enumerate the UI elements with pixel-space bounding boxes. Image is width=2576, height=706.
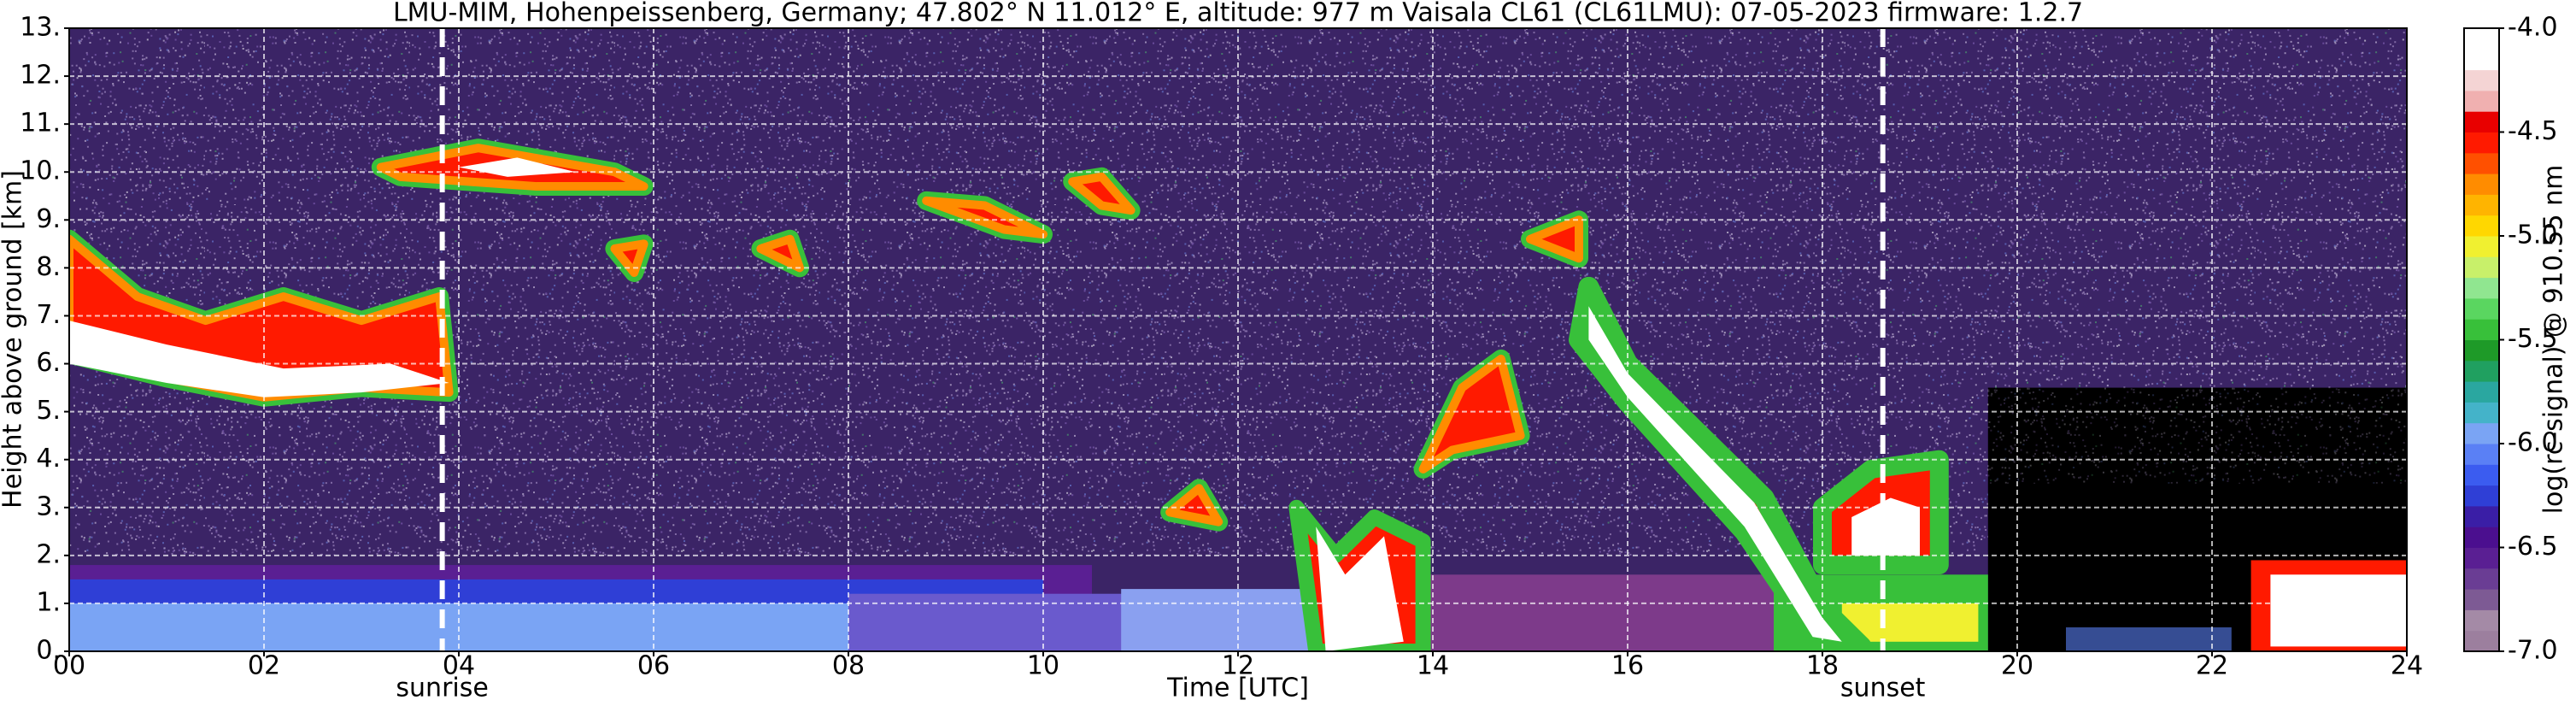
residual <box>2270 574 2407 647</box>
colorbar-label: log(rc-signal) @ 910.55 nm <box>2539 165 2569 515</box>
colorbar-segment <box>2464 49 2499 71</box>
noise-fade <box>1987 387 2407 484</box>
colorbar-segment <box>2464 547 2499 569</box>
y-tick-label: 2. <box>36 539 61 569</box>
colorbar-segment <box>2464 568 2499 590</box>
x-tick-label: 16 <box>1611 651 1644 681</box>
colorbar-segment <box>2464 444 2499 465</box>
annotation-label: sunrise <box>396 674 488 703</box>
cloud-halo <box>1569 276 1872 651</box>
y-tick-label: 12. <box>20 61 61 91</box>
axes: 00 02 04 06 08 10 12 14 16 18 20 22 24 0. 1. 2. 3. 4. 5. 6.… <box>20 13 2557 703</box>
x-tick-label: 14 <box>1417 651 1449 681</box>
colorbar-segment <box>2464 132 2499 154</box>
x-tick-label: 02 <box>248 651 280 681</box>
cloud-edge <box>1526 215 1583 263</box>
plot-frame <box>68 27 2408 652</box>
y-tick-label: 9. <box>36 204 61 234</box>
colorbar-tick-label: -5.0 <box>2508 221 2558 250</box>
colorbar-segment <box>2464 339 2499 362</box>
x-tick-label: 04 <box>443 651 475 681</box>
y-tick-label: 3. <box>36 491 61 521</box>
y-axis-label: Height above ground [km] <box>0 170 28 509</box>
colorbar-segment <box>2464 236 2499 257</box>
colorbar-tick-label: -4.5 <box>2508 116 2558 146</box>
colorbar-tick-label: -6.5 <box>2508 532 2558 562</box>
colorbar-segment <box>2464 609 2499 632</box>
colorbar-segment <box>2464 630 2499 652</box>
colorbar-tick-label: -7.0 <box>2508 636 2558 666</box>
x-axis-label: Time [UTC] <box>1166 674 1309 703</box>
cloud-core <box>1316 527 1404 651</box>
x-tick-label: 00 <box>53 651 85 681</box>
annotation-label: sunset <box>1840 674 1926 703</box>
colorbar-segment <box>2464 360 2499 382</box>
colorbar-tick-label: -6.0 <box>2508 428 2558 458</box>
x-tick-label: 10 <box>1027 651 1059 681</box>
y-tick-label: 1. <box>36 587 61 617</box>
colorbar-segment <box>2464 152 2499 174</box>
colorbar-tick-label: -4.0 <box>2508 13 2558 43</box>
boundary-layer <box>848 593 1141 651</box>
colorbar-segment <box>2464 297 2499 320</box>
colorbar-segment <box>2464 589 2499 610</box>
colorbar-segment <box>2464 215 2499 237</box>
x-tick-label: 06 <box>637 651 670 681</box>
cloud-edge <box>1418 354 1525 474</box>
colorbar-segment <box>2464 422 2499 444</box>
colorbar-segment <box>2464 90 2499 112</box>
colorbar-segment <box>2464 111 2499 132</box>
colorbar-segment <box>2464 402 2499 424</box>
colorbar-segment <box>2464 505 2499 527</box>
x-tick-label: 22 <box>2196 651 2228 681</box>
cloud-core <box>1851 497 1920 556</box>
cloud-edge <box>1165 484 1223 527</box>
colorbar-segment <box>2464 381 2499 403</box>
boundary-layer <box>1384 574 1774 651</box>
x-tick-label: 18 <box>1806 651 1839 681</box>
y-tick-label: 11. <box>20 109 61 138</box>
colorbar-segment <box>2464 319 2499 340</box>
y-tick-label: 4. <box>36 444 61 474</box>
layer <box>2066 627 2232 651</box>
colorbar-segment <box>2464 256 2499 279</box>
y-tick-label: 7. <box>36 300 61 330</box>
cloud-core <box>69 321 449 397</box>
cloud-core <box>1588 306 1842 642</box>
y-tick-label: 10. <box>20 156 61 186</box>
y-tick-label: 5. <box>36 396 61 426</box>
colorbar-segment <box>2464 69 2499 91</box>
colorbar-segment <box>2464 174 2499 195</box>
x-tick-label: 20 <box>2001 651 2033 681</box>
y-tick-label: 0. <box>36 636 61 666</box>
colorbar-segment <box>2464 527 2499 548</box>
cloud-edge <box>756 234 804 273</box>
y-tick-label: 6. <box>36 348 61 378</box>
cloud-edge <box>610 239 648 277</box>
colorbar-segment <box>2464 277 2499 299</box>
x-tick-label: 08 <box>832 651 865 681</box>
colorbar-tick-label: -5.5 <box>2508 324 2558 354</box>
y-tick-label: 8. <box>36 252 61 282</box>
colorbar-segment <box>2464 464 2499 486</box>
x-tick-label: 24 <box>2391 651 2423 681</box>
colorbar-segment <box>2464 485 2499 507</box>
chart-title: LMU-MIM, Hohenpeissenberg, Germany; 47.8… <box>393 0 2083 28</box>
cloud-edge <box>1068 172 1135 215</box>
y-tick-label: 13. <box>20 13 61 43</box>
x-tick-label: 12 <box>1222 651 1254 681</box>
colorbar-segment <box>2464 194 2499 216</box>
colorbar-segment <box>2464 28 2499 50</box>
